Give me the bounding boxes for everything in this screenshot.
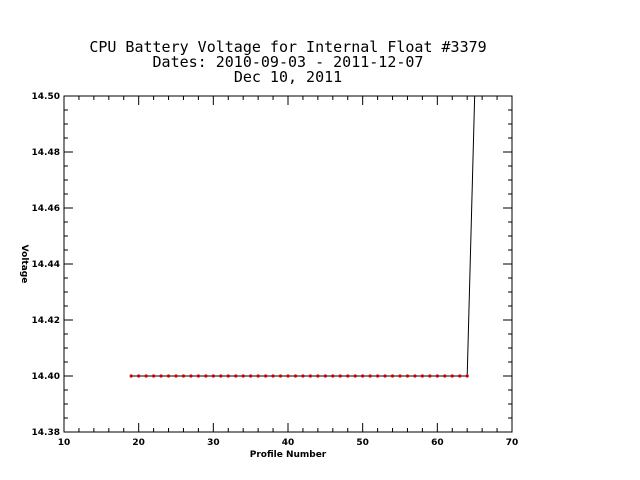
x-tick-label: 60 [431,438,444,448]
data-point [264,374,268,378]
axis-ticks [63,95,513,433]
data-point [241,374,245,378]
x-tick-label: 40 [282,438,295,448]
x-tick-label: 10 [58,438,71,448]
x-tick-label: 20 [132,438,145,448]
data-point [368,374,372,378]
data-point [450,374,454,378]
data-point [166,374,171,378]
data-point [301,374,305,378]
data-point [361,374,365,378]
data-point [137,374,141,378]
data-point [308,374,312,378]
x-axis-label: Profile Number [250,450,327,460]
data-point [152,374,156,378]
y-axis-label: Voltage [19,245,29,284]
y-tick-label: 14.50 [32,92,60,102]
data-point [211,374,215,378]
title-line-1: CPU Battery Voltage for Internal Float #… [89,38,486,56]
data-point [383,374,387,378]
data-point [293,374,298,378]
data-point [420,374,424,378]
data-point [174,374,178,378]
title-line-2: Dates: 2010-09-03 - 2011-12-07 [153,53,424,71]
data-point [181,374,186,378]
series-layer [129,95,476,378]
data-point [331,374,335,378]
x-tick-label: 30 [207,438,220,448]
data-point [405,374,410,378]
data-point [390,374,395,378]
data-point [204,374,208,378]
data-point [196,374,200,378]
data-point [316,374,320,378]
data-point [458,374,462,378]
data-point [226,374,230,378]
plot-frame [63,95,513,433]
data-point [144,374,148,378]
x-tick-label: 50 [356,438,369,448]
series-line [131,95,476,377]
data-point [234,374,238,378]
data-point [278,374,283,378]
title-line-3: Dec 10, 2011 [234,68,342,86]
data-point [219,374,223,378]
data-point [443,374,447,378]
data-point [435,374,439,378]
data-point [159,374,163,378]
data-point [376,374,380,378]
y-tick-label: 14.42 [32,316,60,326]
data-point [129,374,133,378]
data-point [256,374,260,378]
y-tick-label: 14.44 [32,260,60,270]
x-tick-label: 70 [506,438,519,448]
data-point [338,374,342,378]
data-point [428,374,432,378]
data-point [413,374,417,378]
data-point [346,374,350,378]
data-point [271,374,275,378]
data-point [249,374,253,378]
data-point [286,374,290,378]
data-point [353,374,357,378]
axis-tick-labels: 10 20 30 40 50 60 70 14.38 14.40 14.42 14.44 14.46 1… [32,92,519,448]
y-tick-label: 14.38 [32,428,60,438]
chart-title: CPU Battery Voltage for Internal Float #… [89,38,486,86]
data-point [323,374,327,378]
y-tick-label: 14.48 [32,148,60,158]
y-tick-label: 14.46 [32,204,60,214]
data-point [189,374,193,378]
data-point [398,374,402,378]
y-tick-label: 14.40 [32,372,60,382]
data-point [465,374,469,378]
